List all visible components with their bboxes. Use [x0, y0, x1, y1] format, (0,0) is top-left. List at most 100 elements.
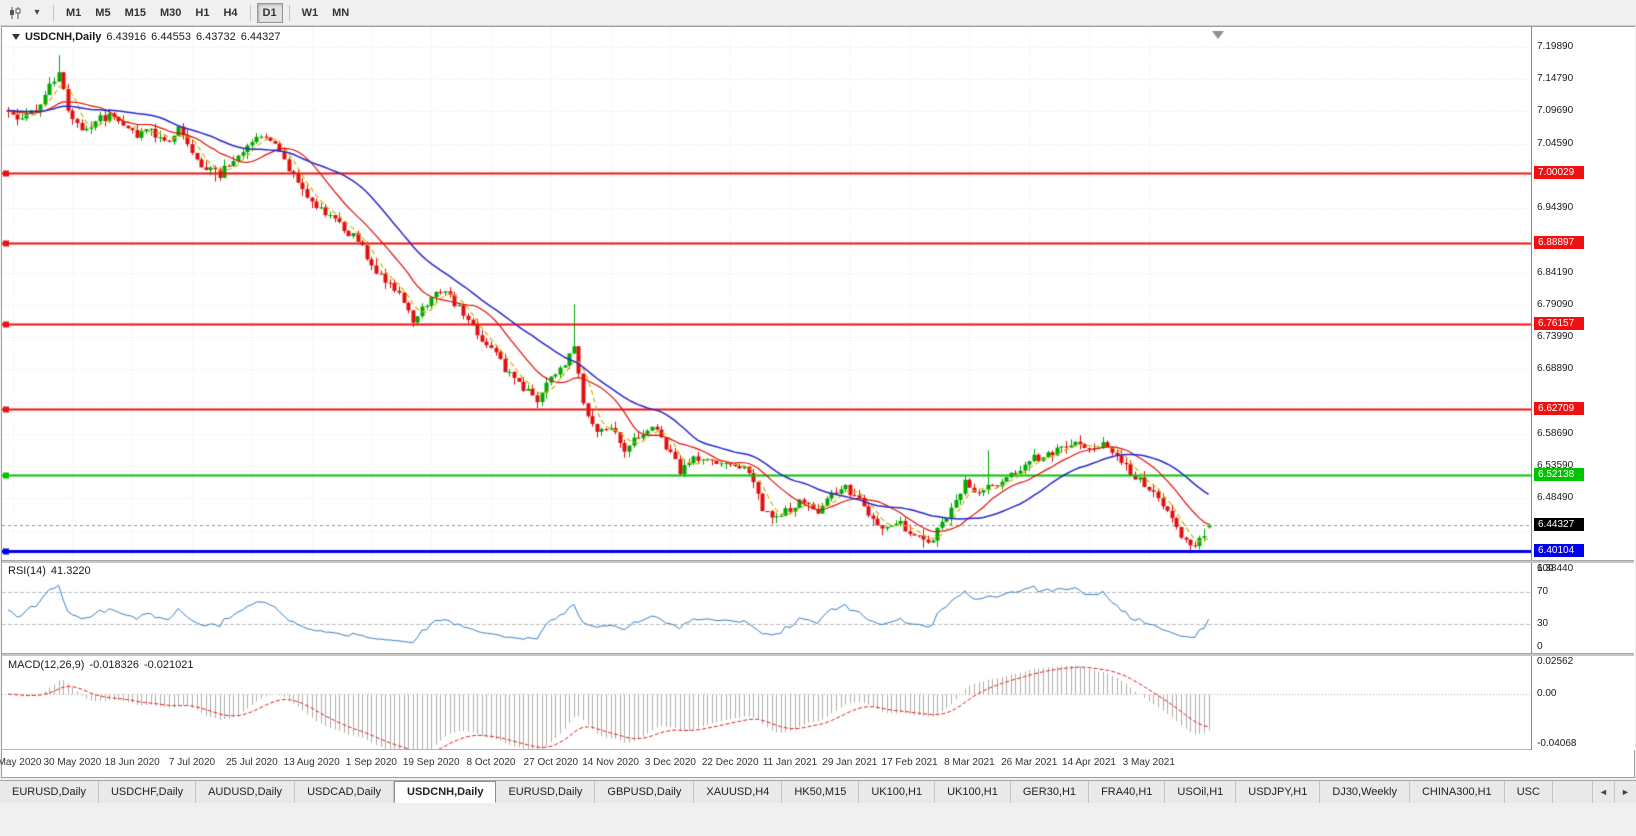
candlestick-chart-icon	[10, 6, 21, 19]
rsi-canvas[interactable]	[2, 563, 1531, 653]
toolbar-separator	[288, 4, 290, 21]
macd-indicator-label: MACD(12,26,9) -0.018326 -0.021021	[8, 659, 199, 671]
chart-tab[interactable]: FRA40,H1	[1089, 781, 1166, 803]
price-tick: 7.14790	[1537, 73, 1574, 85]
price-level-badge: 7.00029	[1534, 165, 1584, 179]
price-tick: 6.48490	[1537, 492, 1574, 504]
chart-tab[interactable]: XAUUSD,H4	[694, 781, 783, 803]
timeframe-button-mn[interactable]: MN	[326, 3, 355, 23]
chart-tab[interactable]: CHINA300,H1	[1410, 781, 1505, 803]
chart-symbol-label: USDCNH,Daily	[25, 31, 102, 43]
chart-type-icon-button[interactable]	[4, 3, 26, 23]
chart-tab[interactable]: USDCNH,Daily	[394, 781, 497, 803]
price-level-badge: 6.88897	[1534, 235, 1584, 249]
chart-tab[interactable]: USOil,H1	[1165, 781, 1237, 803]
chart-tab[interactable]: GBPUSD,Daily	[595, 781, 695, 803]
price-tick: 6.79090	[1537, 298, 1574, 310]
date-label: 29 Jan 2021	[822, 757, 878, 768]
chart-tab-bar: EURUSD,Daily USDCHF,Daily AUDUSD,Daily USDC…	[0, 780, 1636, 803]
chart-tab[interactable]: DJ30,Weekly	[1320, 781, 1410, 803]
timeframe-button-m15[interactable]: M15	[119, 3, 152, 23]
chart-tab[interactable]: EURUSD,Daily	[0, 781, 99, 803]
timeframe-button-group: M1 M5 M15 M30 H1 H4 D1 W1 MN	[59, 2, 356, 23]
timeframe-button-w1[interactable]: W1	[296, 3, 325, 23]
chart-tabs-track: EURUSD,Daily USDCHF,Daily AUDUSD,Daily USDC…	[0, 781, 1592, 803]
toolbar-separator	[249, 4, 251, 21]
date-label: 8 Mar 2021	[944, 757, 995, 768]
chart-tab[interactable]: USDCHF,Daily	[99, 781, 197, 803]
date-label: 19 Sep 2020	[402, 757, 460, 768]
timeframe-button-m30[interactable]: M30	[154, 3, 187, 23]
date-label: 1 Sep 2020	[345, 757, 397, 768]
date-label: 22 Dec 2020	[701, 757, 759, 768]
date-label: 13 Aug 2020	[283, 757, 340, 768]
timeframe-button-h1[interactable]: H1	[189, 3, 215, 23]
price-axis[interactable]: 7.19890 7.14790 7.09690 7.04590 6.94390 6.841…	[1531, 27, 1635, 750]
chart-open-value: 6.43916	[106, 31, 147, 43]
rsi-tick: 30	[1537, 617, 1549, 629]
price-tick: 6.53590	[1537, 460, 1574, 472]
date-label: 26 Mar 2021	[1001, 757, 1058, 768]
tabs-scroll-right-button[interactable]: ►	[1614, 781, 1636, 803]
price-tick: 6.38440	[1537, 562, 1574, 574]
dropdown-caret-icon[interactable]: ▾	[26, 3, 48, 23]
timeframe-button-d1[interactable]: D1	[256, 2, 283, 23]
chart-tab[interactable]: USC	[1505, 781, 1553, 803]
timeframe-button-m5[interactable]: M5	[89, 3, 116, 23]
date-label: 7 Jul 2020	[168, 757, 216, 768]
toolbar-separator	[53, 4, 54, 21]
rsi-name: RSI(14)	[8, 565, 46, 577]
rsi-tick: 70	[1537, 586, 1549, 598]
date-label: 27 Oct 2020	[523, 757, 579, 768]
chart-tab[interactable]: GER30,H1	[1011, 781, 1090, 803]
chart-tab[interactable]: AUDUSD,Daily	[196, 781, 296, 803]
chart-tab[interactable]: UK100,H1	[935, 781, 1011, 803]
date-label: 11 Jan 2021	[762, 757, 818, 768]
date-label: 18 Jun 2020	[104, 757, 160, 768]
macd-signal-value: -0.021021	[143, 659, 194, 671]
tabs-scroll-left-button[interactable]: ◄	[1592, 781, 1614, 803]
date-label: 3 Dec 2020	[644, 757, 696, 768]
panel-separator[interactable]	[2, 560, 1634, 563]
price-tick: 7.09690	[1537, 105, 1574, 117]
main-chart-canvas[interactable]	[2, 28, 1531, 560]
rsi-value: 41.3220	[50, 565, 91, 577]
macd-tick: -0.04068	[1537, 738, 1577, 749]
toolbar: ▾ M1 M5 M15 M30 H1 H4 D1 W1 MN	[0, 0, 1636, 26]
rsi-tick: 0	[1537, 641, 1543, 652]
price-level-badge: 6.76157	[1534, 316, 1584, 330]
date-label: 25 Jul 2020	[225, 757, 278, 768]
timeframe-button-h4[interactable]: H4	[217, 3, 243, 23]
date-label: 12 May 2020	[0, 757, 42, 768]
timeframe-button-m1[interactable]: M1	[60, 3, 87, 23]
status-strip	[0, 803, 1636, 836]
chart-collapse-icon[interactable]	[12, 34, 20, 40]
chart-tab[interactable]: UK100,H1	[859, 781, 936, 803]
macd-tick: 0.00	[1537, 687, 1557, 699]
price-tick: 6.94390	[1537, 202, 1574, 214]
price-tick: 6.68890	[1537, 363, 1574, 375]
date-label: 14 Nov 2020	[582, 757, 639, 768]
chart-low-value: 6.43732	[195, 31, 236, 43]
rsi-tick: 100	[1537, 563, 1554, 574]
date-label: 30 May 2020	[43, 757, 102, 768]
price-tick: 7.19890	[1537, 40, 1574, 52]
price-level-badge: 6.40104	[1534, 544, 1584, 558]
panel-separator[interactable]	[2, 653, 1634, 656]
macd-canvas[interactable]	[2, 656, 1531, 749]
chart-high-value: 6.44553	[151, 31, 191, 43]
date-label: 3 May 2021	[1122, 757, 1175, 768]
chart-tab[interactable]: HK50,M15	[782, 781, 860, 803]
chart-tab[interactable]: USDJPY,H1	[1236, 781, 1321, 803]
chart-ohlc-header: USDCNH,Daily 6.43916 6.44553 6.43732 6.44327	[12, 31, 285, 43]
price-tick: 6.58690	[1537, 427, 1574, 439]
rsi-indicator-label: RSI(14) 41.3220	[8, 565, 96, 577]
price-level-badge: 6.52138	[1534, 468, 1584, 482]
date-label: 8 Oct 2020	[466, 757, 516, 768]
price-level-badge: 6.62709	[1534, 401, 1584, 415]
chart-tab[interactable]: USDCAD,Daily	[295, 781, 395, 803]
chart-tab[interactable]: EURUSD,Daily	[496, 781, 596, 803]
price-level-badge: 6.44327	[1534, 517, 1584, 531]
